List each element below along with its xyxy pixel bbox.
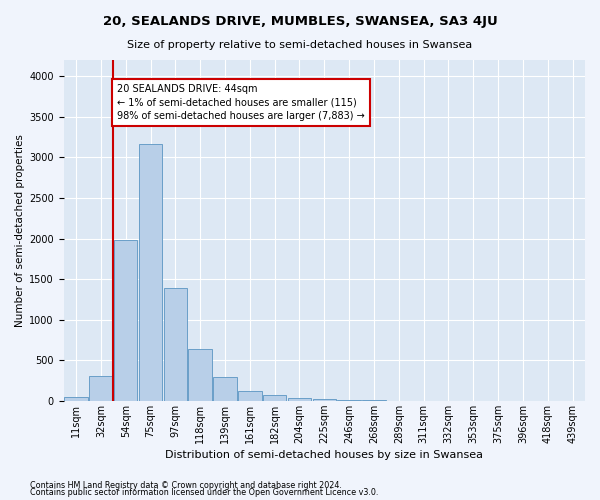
Bar	[238, 390, 262, 401]
Bar	[114, 240, 137, 401]
X-axis label: Distribution of semi-detached houses by size in Swansea: Distribution of semi-detached houses by …	[166, 450, 484, 460]
Bar	[164, 288, 187, 401]
Bar	[64, 396, 88, 401]
Text: 20 SEALANDS DRIVE: 44sqm
← 1% of semi-detached houses are smaller (115)
98% of s: 20 SEALANDS DRIVE: 44sqm ← 1% of semi-de…	[117, 84, 365, 120]
Text: Contains HM Land Registry data © Crown copyright and database right 2024.: Contains HM Land Registry data © Crown c…	[30, 480, 342, 490]
Bar	[139, 144, 163, 401]
Y-axis label: Number of semi-detached properties: Number of semi-detached properties	[15, 134, 25, 327]
Text: Size of property relative to semi-detached houses in Swansea: Size of property relative to semi-detach…	[127, 40, 473, 50]
Text: 20, SEALANDS DRIVE, MUMBLES, SWANSEA, SA3 4JU: 20, SEALANDS DRIVE, MUMBLES, SWANSEA, SA…	[103, 15, 497, 28]
Bar	[337, 400, 361, 401]
Bar	[188, 349, 212, 401]
Bar	[213, 377, 237, 401]
Bar	[288, 398, 311, 401]
Bar	[89, 376, 113, 401]
Bar	[313, 399, 336, 401]
Bar	[263, 394, 286, 401]
Text: Contains public sector information licensed under the Open Government Licence v3: Contains public sector information licen…	[30, 488, 379, 497]
